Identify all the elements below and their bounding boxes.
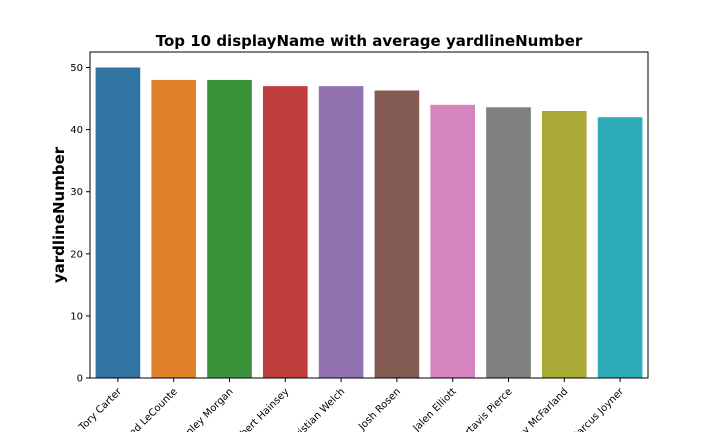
y-tick-label: 30 [70,187,83,198]
bar-9 [597,117,643,378]
y-tick-label: 10 [70,311,83,322]
bar-1 [151,79,197,378]
x-tick-label: Christian Welch [284,386,347,432]
x-tick-label: Tony McFarland [508,386,571,432]
x-tick-label: Stanley Morgan [173,386,236,432]
bar-8 [541,110,587,378]
bar-6 [430,104,476,379]
x-tick-label: Tory Carter [77,386,125,432]
bar-5 [374,90,420,378]
bar-7 [486,107,531,378]
x-tick-label: Marcus Joyner [569,386,627,432]
x-tick-label: Josh Rosen [356,386,403,432]
bars-group [95,67,643,379]
bar-0 [95,67,141,379]
bar-4 [318,86,364,379]
y-axis-label: yardlineNumber [50,146,68,283]
x-tick-label: Cortavis Pierce [454,386,515,432]
plot-frame [89,51,649,379]
y-tick-label: 0 [77,374,83,385]
bar-3 [262,86,308,379]
y-tick-label: 20 [70,249,83,260]
x-tick-label: Jalen Elliott [411,386,459,432]
x-tick-label: Jared LeCounte [118,386,180,432]
y-tick-label: 40 [70,125,83,136]
x-tick-label: Robert Hainsey [230,386,292,432]
y-ticks-group: 0 10 20 30 40 50 [70,63,90,385]
bar-2 [207,79,252,378]
y-tick-label: 50 [70,63,83,74]
chart-title: Top 10 displayName with average yardline… [156,32,583,50]
